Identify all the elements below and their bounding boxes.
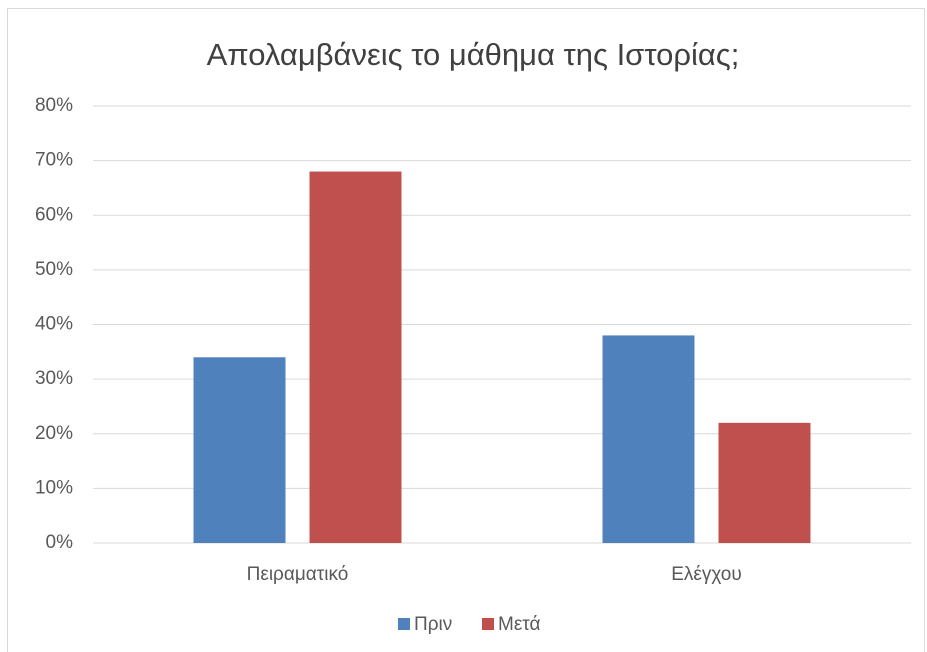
y-tick-label: 50% [35,259,73,280]
y-tick-label: 60% [35,204,73,225]
y-tick-label: 70% [35,150,73,171]
y-tick-label: 20% [35,423,73,444]
y-tick-label: 40% [35,314,73,335]
legend-label: Μετά [498,614,541,635]
x-tick-label: Ελέγχου [671,564,742,585]
chart-frame [7,8,925,652]
y-tick-label: 0% [46,532,74,553]
bar [309,171,402,544]
legend-swatch [398,618,410,630]
y-tick-label: 80% [35,95,73,116]
y-tick-label: 30% [35,368,73,389]
legend-swatch [482,618,494,630]
y-tick-label: 10% [35,477,73,498]
x-tick-label: Πειραματικό [247,564,349,585]
bar [193,357,286,543]
bar [602,335,695,543]
legend-label: Πριν [414,614,452,635]
chart-title: Απολαμβάνεις το μάθημα της Ιστορίας; [207,37,740,72]
bar [718,422,811,543]
